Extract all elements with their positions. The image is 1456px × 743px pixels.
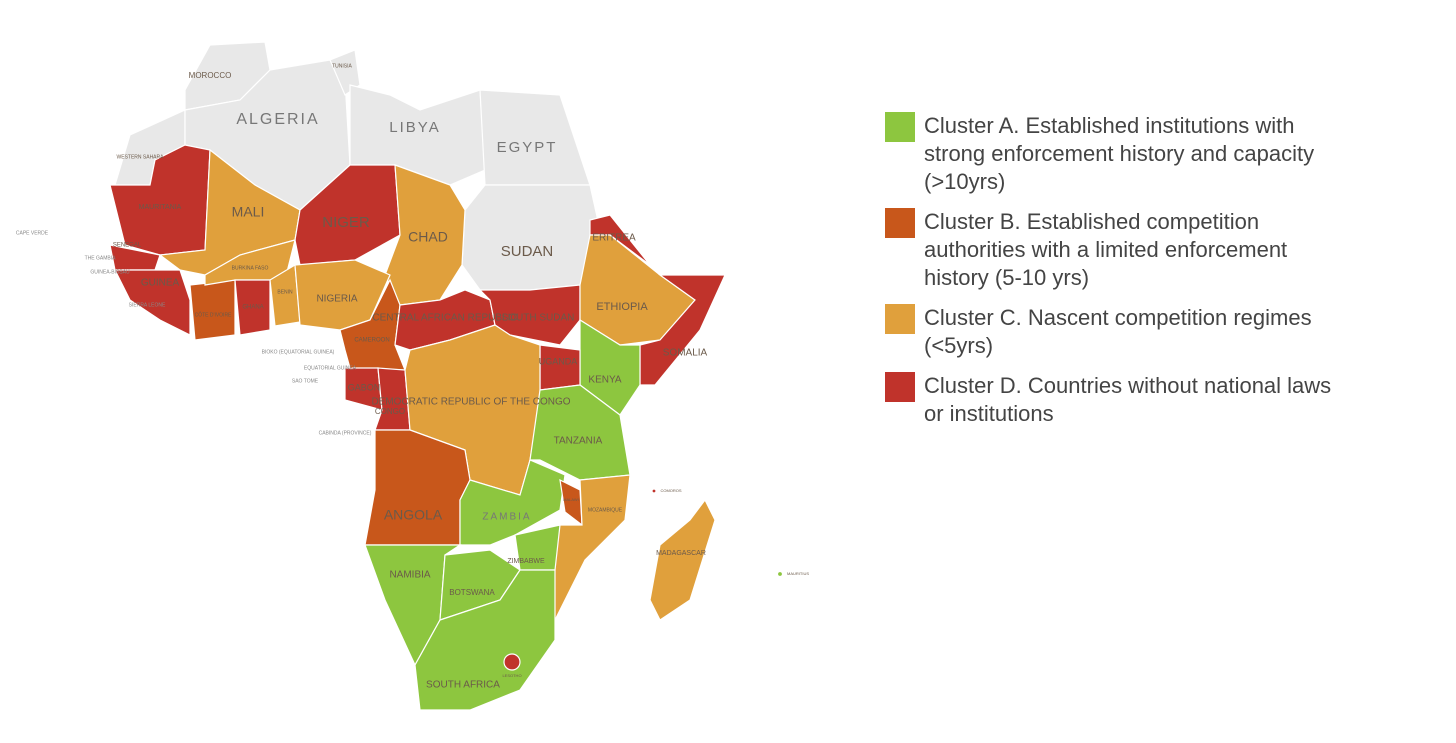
country bbox=[503, 653, 521, 671]
country-label: MALAWI bbox=[563, 497, 579, 502]
country-label: CÔTE D'IVOIRE bbox=[195, 311, 232, 318]
country-label: ERITREA bbox=[592, 233, 636, 244]
map-annotation: BIOKO (EQUATORIAL GUINEA) bbox=[262, 349, 335, 355]
country-label: EGYPT bbox=[497, 139, 558, 156]
country-label: GHANA bbox=[242, 305, 263, 311]
legend-item: Cluster A. Established institutions with… bbox=[885, 112, 1355, 196]
country bbox=[776, 570, 784, 578]
country-label: ANGOLA bbox=[384, 507, 443, 523]
country bbox=[539, 344, 581, 391]
country-label: KENYA bbox=[588, 375, 621, 386]
country-label: MAURITIUS bbox=[787, 571, 809, 576]
country bbox=[559, 478, 583, 527]
legend-label: Cluster A. Established institutions with… bbox=[924, 113, 1315, 194]
country-label: ZAMBIA bbox=[482, 512, 531, 523]
country bbox=[461, 184, 601, 291]
country-label: ALGERIA bbox=[236, 111, 319, 128]
country-label: BURKINA FASO bbox=[232, 265, 269, 271]
country-label: NIGER bbox=[322, 214, 370, 231]
legend-item: Cluster B. Established competition autho… bbox=[885, 208, 1355, 292]
country-label: LIBYA bbox=[389, 119, 440, 136]
country bbox=[649, 498, 716, 621]
country-label: DEMOCRATIC REPUBLIC OF THE CONGO bbox=[371, 397, 570, 408]
country bbox=[329, 49, 361, 96]
country-label: WESTERN SAHARA bbox=[117, 154, 165, 160]
country bbox=[189, 279, 236, 341]
country-label: COMOROS bbox=[660, 488, 681, 493]
country-label: SOUTH AFRICA bbox=[426, 680, 500, 691]
country-label: UGANDA bbox=[539, 356, 578, 366]
country-label: MALI bbox=[232, 204, 265, 220]
legend-swatch bbox=[885, 372, 915, 402]
country-label: CENTRAL AFRICAN REPUBLIC bbox=[372, 313, 517, 324]
map-annotation: GUINEA-BISSAU bbox=[90, 269, 130, 275]
country bbox=[651, 488, 657, 494]
country-label: MOZAMBIQUE bbox=[588, 507, 623, 513]
country-label: SOUTH SUDAN bbox=[502, 313, 575, 324]
country bbox=[459, 459, 566, 546]
country-label: ETHIOPIA bbox=[596, 301, 648, 313]
country-label: ZIMBABWE bbox=[507, 558, 545, 565]
country bbox=[478, 284, 581, 346]
country-label: SOMALIA bbox=[663, 348, 708, 359]
country-label: CAMEROON bbox=[354, 338, 389, 344]
legend-swatch bbox=[885, 304, 915, 334]
map-annotation: CABINDA (PROVINCE) bbox=[319, 430, 372, 436]
country bbox=[294, 164, 401, 266]
legend-label: Cluster B. Established competition autho… bbox=[924, 209, 1288, 290]
legend-label: Cluster C. Nascent competition regimes (… bbox=[924, 305, 1312, 358]
country bbox=[114, 269, 191, 336]
country bbox=[414, 569, 556, 711]
country-label: BOTSWANA bbox=[449, 588, 495, 597]
map-annotation: THE GAMBIA bbox=[85, 255, 117, 261]
country-label: BENIN bbox=[277, 289, 293, 295]
legend-label: Cluster D. Countries without national la… bbox=[924, 373, 1332, 426]
legend-swatch bbox=[885, 112, 915, 142]
country-label: NAMIBIA bbox=[389, 570, 430, 581]
country bbox=[364, 429, 471, 546]
country bbox=[589, 214, 651, 266]
map-annotation: EQUATORIAL GUINEA bbox=[304, 365, 357, 371]
country-label: CONGO bbox=[375, 407, 405, 416]
country-label: TUNISIA bbox=[332, 63, 352, 69]
map-annotation: SIERRA LEONE bbox=[129, 302, 166, 308]
country-label: TANZANIA bbox=[554, 436, 603, 447]
country-label: CHAD bbox=[408, 229, 448, 245]
country-label: MADAGASCAR bbox=[656, 550, 706, 557]
country-label: SENEGAL bbox=[113, 243, 142, 249]
country-label: MAURITANIA bbox=[139, 204, 182, 211]
country-label: GUINEA bbox=[141, 278, 180, 289]
country-label: SUDAN bbox=[501, 243, 554, 260]
country bbox=[479, 89, 591, 186]
legend-item: Cluster D. Countries without national la… bbox=[885, 372, 1355, 428]
country-label: NIGERIA bbox=[316, 294, 357, 305]
country-label: LESOTHO bbox=[502, 673, 521, 678]
country-label: MOROCCO bbox=[189, 71, 232, 80]
map-annotation: CAPE VERDE bbox=[16, 230, 49, 236]
africa-map: MOROCCO WESTERN SAHARA ALGERIA TUNISIA L… bbox=[16, 41, 809, 711]
legend-item: Cluster C. Nascent competition regimes (… bbox=[885, 304, 1355, 360]
country bbox=[234, 279, 271, 336]
country-label: GABON bbox=[348, 382, 381, 392]
map-annotation: SAO TOME bbox=[292, 378, 319, 384]
legend-swatch bbox=[885, 208, 915, 238]
legend: Cluster A. Established institutions with… bbox=[885, 112, 1355, 440]
